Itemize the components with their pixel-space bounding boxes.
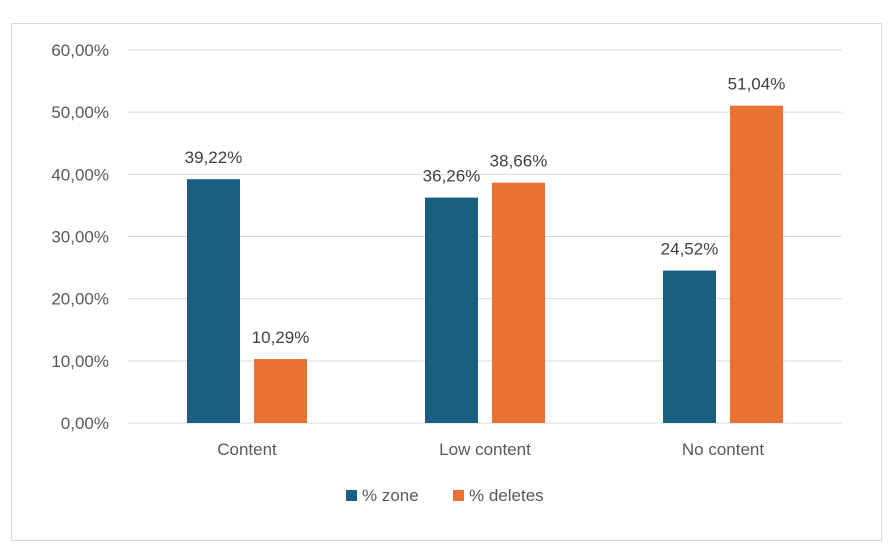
y-tick-label: 20,00% — [51, 290, 109, 309]
y-tick-label: 50,00% — [51, 103, 109, 122]
y-tick-label: 0,00% — [61, 414, 109, 433]
data-label: 10,29% — [252, 328, 310, 347]
y-tick-label: 30,00% — [51, 228, 109, 247]
y-axis-tick-labels: 0,00% 10,00% 20,00% 30,00% 40,00% 50,00% 60,00… — [51, 41, 109, 433]
bar-zone-content — [187, 179, 240, 423]
data-label: 51,04% — [728, 75, 786, 94]
bars — [187, 105, 783, 424]
x-axis-category-labels: Content Low content No content — [217, 440, 764, 459]
bar-zone-low-content — [425, 197, 478, 423]
bar-deletes-no-content — [730, 105, 783, 424]
legend: % zone % deletes — [346, 486, 544, 505]
bar-zone-no-content — [663, 270, 716, 423]
x-category-label: Content — [217, 440, 277, 459]
y-tick-label: 60,00% — [51, 41, 109, 60]
gridlines — [128, 49, 842, 424]
legend-label: % deletes — [469, 486, 544, 505]
y-tick-label: 40,00% — [51, 165, 109, 184]
bar-deletes-content — [254, 359, 307, 423]
data-label: 38,66% — [490, 152, 548, 171]
data-label: 36,26% — [423, 167, 481, 186]
x-category-label: Low content — [439, 440, 531, 459]
legend-label: % zone — [362, 486, 419, 505]
data-label: 24,52% — [661, 240, 719, 259]
bar-deletes-low-content — [492, 182, 545, 423]
legend-swatch — [453, 490, 464, 501]
data-labels: 39,22% 10,29% 36,26% 38,66% 24,52% 51,04% — [185, 75, 786, 347]
data-label: 39,22% — [185, 148, 243, 167]
legend-swatch — [346, 490, 357, 501]
y-tick-label: 10,00% — [51, 352, 109, 371]
x-category-label: No content — [682, 440, 764, 459]
